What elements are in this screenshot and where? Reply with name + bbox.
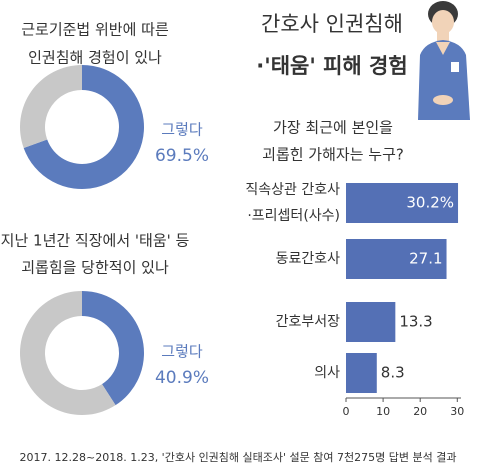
value-label: 69.5% [155,146,209,166]
category-label: 간호부서장 [276,314,341,330]
source-note: 2017. 12.28~2018. 1.23, '간호사 인권침해 실태조사' … [20,450,457,464]
bar [346,302,396,342]
bar [346,239,447,279]
value-label: 8.3 [381,364,405,382]
value-label: 30.2% [406,194,454,212]
donut-segment [19,291,116,415]
chart-title: 괴롭힌 가해자는 누구? [262,146,404,164]
main-title: 간호사 인권침해 [261,12,403,36]
bar [346,353,377,393]
chart-title: 괴롭힘을 당한적이 있나 [21,259,169,277]
category-label: 의사 [314,365,340,381]
segment-label: 그렇다 [161,343,203,361]
donut-segment [23,65,144,189]
donut-segment [82,291,144,406]
value-label: 27.1 [409,250,442,268]
nurse-illustration [418,1,470,120]
value-label: 13.3 [399,313,432,331]
segment-label: 그렇다 [161,121,203,139]
donut-segment [19,65,82,149]
main-subtitle: ·'태움' 피해 경험 [256,54,407,78]
chart-title: 근로기준법 위반에 따른 [21,21,169,39]
chart-title: 가장 최근에 본인을 [273,119,393,137]
x-tick-label: 0 [343,405,350,418]
category-label: 동료간호사 [276,251,341,267]
x-tick-label: 30 [450,405,464,418]
value-label: 40.9% [155,368,209,388]
chart-title: 지난 1년간 직장에서 '태움' 등 [1,232,190,250]
x-tick-label: 10 [376,405,390,418]
chart-title: 인권침해 경험이 있나 [28,49,162,67]
category-label: ·프리셉터(사수) [247,208,340,224]
category-label: 직속상관 간호사 [245,182,340,198]
x-tick-label: 20 [413,405,427,418]
bar [346,183,459,223]
